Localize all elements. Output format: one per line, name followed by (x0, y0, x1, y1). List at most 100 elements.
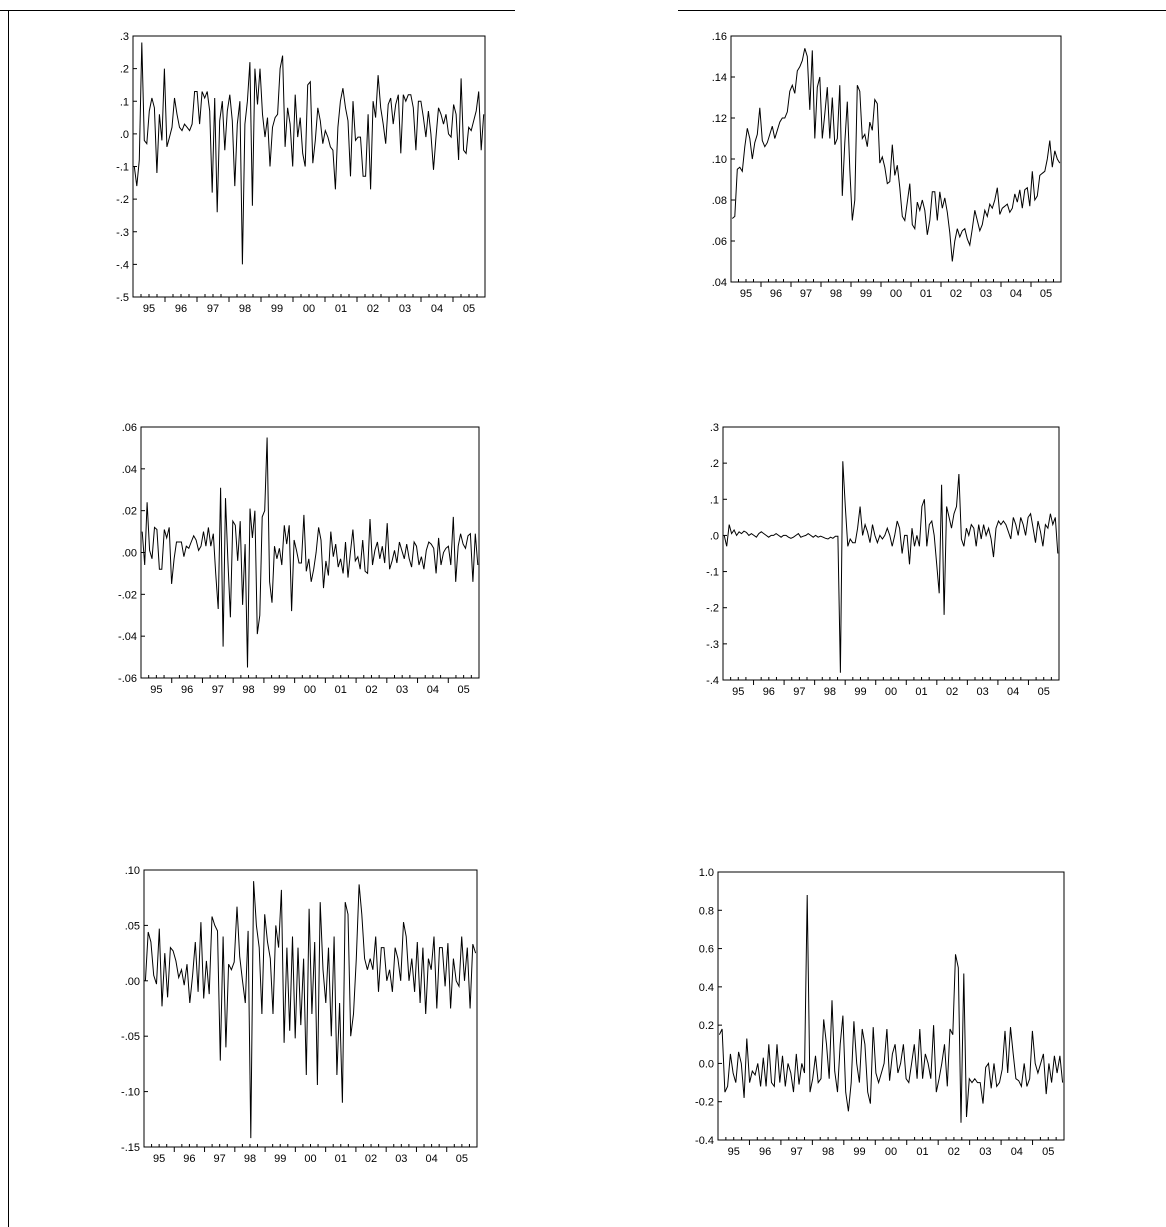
x-tick-label: 03 (399, 303, 411, 315)
y-tick-label: .04 (712, 277, 727, 289)
x-tick-label: 95 (740, 288, 752, 300)
x-tick-label: 95 (153, 1153, 165, 1165)
frame-top-right (678, 10, 1166, 11)
chart-2: .16 .14 .12 .10 .08 .06 .04 95 96 97 98 99 00 01 02 03 0… (712, 31, 1062, 300)
x-tick-label: 05 (1040, 288, 1052, 300)
x-tick-label: 99 (273, 684, 285, 696)
x-tick-label: 03 (396, 684, 408, 696)
x-tick-label: 04 (1011, 1146, 1023, 1158)
y-tick-label: -.10 (121, 1087, 140, 1099)
x-tick-label: 00 (885, 686, 897, 698)
x-tick-label: 04 (431, 303, 443, 315)
x-tick-label: 04 (425, 1153, 437, 1165)
x-tick-label: 01 (915, 686, 927, 698)
x-tick-label: 00 (304, 1153, 316, 1165)
y-tick-label: .06 (122, 422, 137, 434)
y-tick-label: .08 (712, 195, 727, 207)
x-tick-label: 97 (793, 686, 805, 698)
y-tick-label: .1 (120, 96, 129, 108)
x-tick-label: 01 (335, 303, 347, 315)
y-tick-label: -.04 (118, 631, 137, 643)
y-tick-label: -.3 (116, 227, 129, 239)
x-tick-label: 99 (271, 303, 283, 315)
x-tick-label: 96 (181, 684, 193, 696)
x-tick-label: 99 (860, 288, 872, 300)
series-line (723, 461, 1059, 673)
series-line (731, 48, 1061, 262)
x-tick-label: 95 (728, 1146, 740, 1158)
y-tick-label: .2 (120, 64, 129, 76)
x-tick-label: 98 (824, 686, 836, 698)
y-tick-label: -.05 (121, 1031, 140, 1043)
y-tick-label: .02 (122, 506, 137, 518)
y-tick-label: 0.4 (699, 982, 714, 994)
x-tick-label: 05 (458, 684, 470, 696)
x-tick-label: 97 (212, 684, 224, 696)
x-tick-label: 02 (365, 684, 377, 696)
x-tick-label: 01 (920, 288, 932, 300)
x-tick-label: 99 (274, 1153, 286, 1165)
y-tick-label: .10 (125, 865, 140, 877)
y-tick-label: -0.4 (695, 1135, 714, 1147)
x-tick-label: 96 (770, 288, 782, 300)
x-tick-label: 00 (303, 303, 315, 315)
x-tick-label: 05 (1042, 1146, 1054, 1158)
y-tick-label: -.4 (116, 259, 129, 271)
y-tick-label: .16 (712, 31, 727, 43)
y-tick-label: 0.8 (699, 905, 714, 917)
x-tick-label: 03 (979, 1146, 991, 1158)
y-tick-label: -.06 (118, 673, 137, 685)
y-tick-label: .10 (712, 154, 727, 166)
y-tick-label: .12 (712, 113, 727, 125)
y-tick-label: -0.2 (695, 1097, 714, 1109)
y-tick-label: .1 (710, 494, 719, 506)
x-tick-label: 96 (763, 686, 775, 698)
y-tick-label: .05 (125, 920, 140, 932)
series-line (718, 894, 1064, 1123)
x-tick-label: 95 (150, 684, 162, 696)
y-tick-label: -.1 (116, 162, 129, 174)
x-tick-label: 03 (980, 288, 992, 300)
y-tick-label: .0 (710, 530, 719, 542)
y-tick-label: .14 (712, 72, 727, 84)
x-tick-label: 97 (214, 1153, 226, 1165)
x-tick-label: 00 (885, 1146, 897, 1158)
y-tick-label: -.2 (116, 194, 129, 206)
x-tick-label: 02 (367, 303, 379, 315)
y-tick-label: .00 (125, 976, 140, 988)
x-tick-label: 05 (1038, 686, 1050, 698)
x-tick-label: 01 (335, 684, 347, 696)
plot-frame (717, 871, 1065, 1141)
x-tick-label: 98 (244, 1153, 256, 1165)
y-tick-label: .06 (712, 236, 727, 248)
x-tick-label: 03 (977, 686, 989, 698)
y-tick-label: -.3 (706, 639, 719, 651)
chart-5: .10 .05 .00 -.05 -.10 -.15 95 96 97 98 99 00 01 02 03 0… (121, 865, 478, 1165)
x-tick-label: 04 (427, 684, 439, 696)
x-tick-label: 96 (183, 1153, 195, 1165)
y-tick-label: .2 (710, 458, 719, 470)
x-tick-label: 02 (950, 288, 962, 300)
x-tick-label: 97 (800, 288, 812, 300)
frame-top-left (0, 10, 515, 11)
y-tick-label: .04 (122, 464, 137, 476)
x-tick-label: 02 (365, 1153, 377, 1165)
x-tick-label: 05 (463, 303, 475, 315)
series-line (133, 42, 485, 265)
x-tick-label: 98 (822, 1146, 834, 1158)
y-tick-label: .3 (710, 422, 719, 434)
x-tick-label: 05 (456, 1153, 468, 1165)
x-tick-label: 99 (853, 1146, 865, 1158)
x-tick-label: 00 (890, 288, 902, 300)
y-tick-label: 1.0 (699, 867, 714, 879)
x-tick-label: 96 (175, 303, 187, 315)
x-tick-label: 97 (207, 303, 219, 315)
plot-frame (140, 426, 480, 679)
x-tick-label: 02 (948, 1146, 960, 1158)
x-tick-label: 01 (916, 1146, 928, 1158)
chart-4: .3 .2 .1 .0 -.1 -.2 -.3 -.4 95 96 97 98 99 00 01 02 03 04… (706, 422, 1060, 698)
x-tick-label: 01 (335, 1153, 347, 1165)
x-tick-label: 00 (304, 684, 316, 696)
x-tick-label: 04 (1010, 288, 1022, 300)
